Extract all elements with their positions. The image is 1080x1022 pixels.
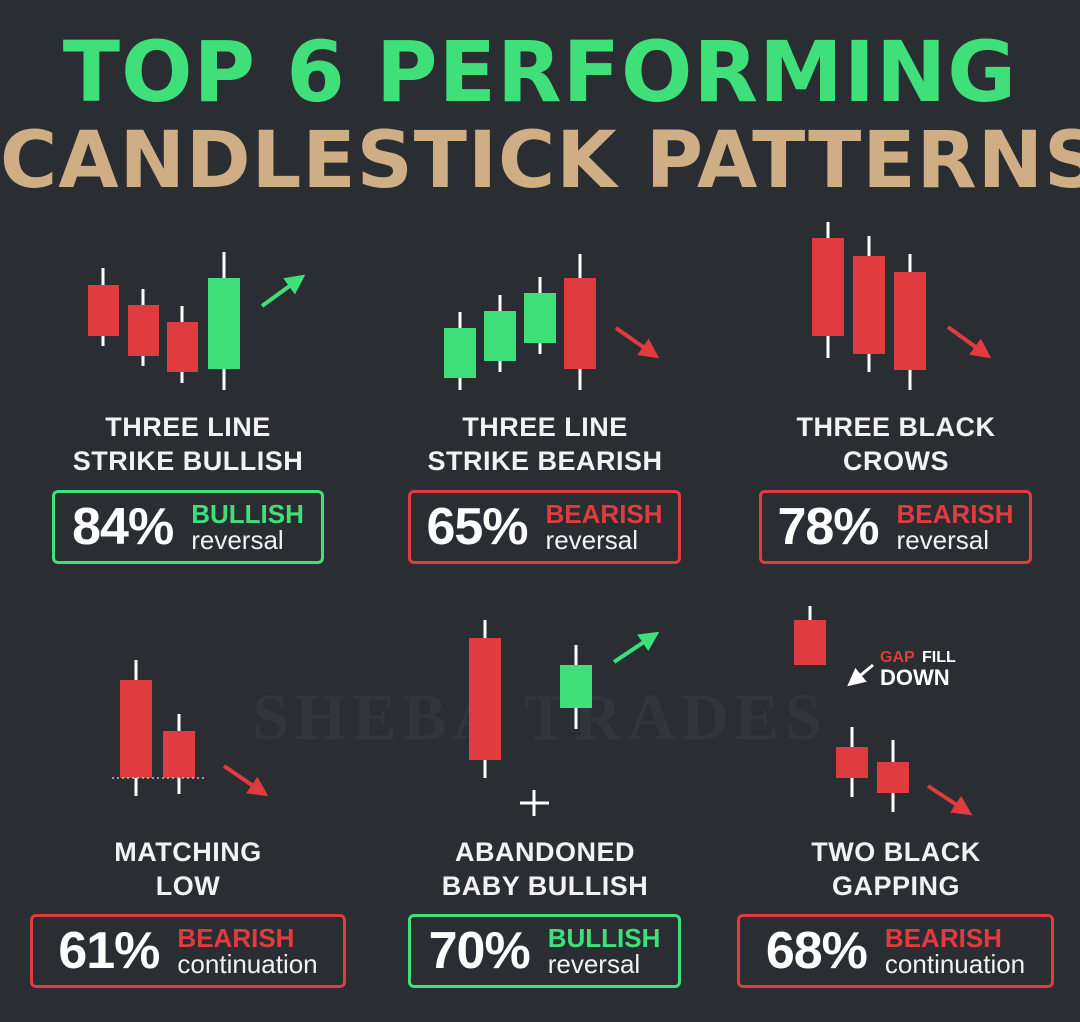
signal-type: BEARISH bbox=[545, 499, 663, 529]
up-arrow bbox=[612, 631, 660, 664]
bearish-candle bbox=[812, 238, 844, 336]
pattern-3-name: THREE BLACK CROWS bbox=[796, 412, 996, 476]
watermark: SHEBA TRADES bbox=[0, 680, 1080, 756]
pattern-5-stat-box: 70% BULLISH reversal bbox=[408, 914, 681, 988]
up-arrow bbox=[260, 274, 306, 308]
bearish-candle bbox=[877, 762, 909, 793]
bearish-candle bbox=[894, 272, 926, 370]
down-arrow bbox=[222, 764, 269, 797]
bearish-candle bbox=[120, 680, 152, 778]
pattern-1-name: THREE LINE STRIKE BULLISH bbox=[72, 412, 304, 476]
bearish-candle bbox=[794, 620, 826, 665]
pattern-5-name: ABANDONED BABY BULLISH bbox=[441, 837, 649, 901]
down-arrow bbox=[614, 326, 660, 359]
bullish-candle bbox=[560, 665, 592, 708]
bullish-candle bbox=[524, 293, 556, 343]
success-rate: 70% bbox=[428, 922, 531, 980]
pattern-5-candles bbox=[469, 620, 660, 816]
bearish-candle bbox=[853, 256, 885, 354]
pattern-4-name: MATCHING LOW bbox=[114, 837, 262, 901]
pattern-2-candles bbox=[444, 254, 660, 390]
bearish-candle bbox=[163, 731, 195, 778]
bullish-candle bbox=[444, 328, 476, 378]
signal-type: BULLISH bbox=[547, 923, 661, 953]
success-rate: 84% bbox=[72, 498, 174, 556]
success-rate: 61% bbox=[58, 922, 160, 980]
pattern-4-stat-box: 61% BEARISH continuation bbox=[30, 914, 346, 988]
down-arrow bbox=[946, 325, 992, 359]
pattern-6-name: TWO BLACK GAPPING bbox=[811, 837, 981, 901]
signal-kind: continuation bbox=[884, 949, 1026, 979]
bearish-candle bbox=[88, 285, 119, 336]
pattern-6-stat-box: 68% BEARISH continuation bbox=[737, 914, 1054, 988]
signal-type: BEARISH bbox=[177, 923, 295, 953]
success-rate: 65% bbox=[426, 498, 528, 556]
pattern-2-stat-box: 65% BEARISH reversal bbox=[408, 490, 681, 564]
title-line-1: TOP 6 PERFORMING bbox=[62, 23, 1018, 121]
signal-kind: reversal bbox=[191, 525, 284, 555]
pattern-3-candles bbox=[812, 222, 992, 390]
pattern-6-candles: GAP FILL DOWN bbox=[794, 606, 973, 816]
success-rate: 68% bbox=[765, 922, 868, 980]
pattern-3-stat-box: 78% BEARISH reversal bbox=[759, 490, 1032, 564]
success-rate: 78% bbox=[777, 498, 879, 556]
gap-arrow bbox=[847, 663, 874, 687]
signal-type: BEARISH bbox=[896, 499, 1014, 529]
signal-type: BEARISH bbox=[884, 923, 1002, 953]
gap-label-gap: GAP bbox=[880, 649, 915, 666]
pattern-1-stat-box: 84% BULLISH reversal bbox=[52, 490, 324, 564]
bullish-candle bbox=[484, 311, 516, 361]
bearish-candle bbox=[564, 278, 596, 369]
signal-kind: reversal bbox=[547, 949, 641, 979]
signal-kind: reversal bbox=[896, 525, 990, 555]
signal-kind: reversal bbox=[545, 525, 639, 555]
down-arrow bbox=[926, 784, 973, 816]
bullish-candle bbox=[208, 278, 240, 369]
bearish-candle bbox=[469, 638, 501, 760]
gap-label-down: DOWN bbox=[880, 665, 950, 690]
bearish-candle bbox=[836, 747, 868, 778]
gap-label-fill: FILL bbox=[922, 649, 956, 666]
pattern-2-name: THREE LINE STRIKE BEARISH bbox=[427, 412, 663, 476]
title-line-2: CANDLESTICK PATTERNS bbox=[0, 116, 1080, 206]
bearish-candle bbox=[167, 322, 198, 372]
pattern-4-candles bbox=[112, 660, 269, 797]
signal-type: BULLISH bbox=[191, 499, 304, 529]
bearish-candle bbox=[128, 305, 159, 356]
pattern-1-candles bbox=[88, 252, 306, 390]
signal-kind: continuation bbox=[177, 949, 318, 979]
